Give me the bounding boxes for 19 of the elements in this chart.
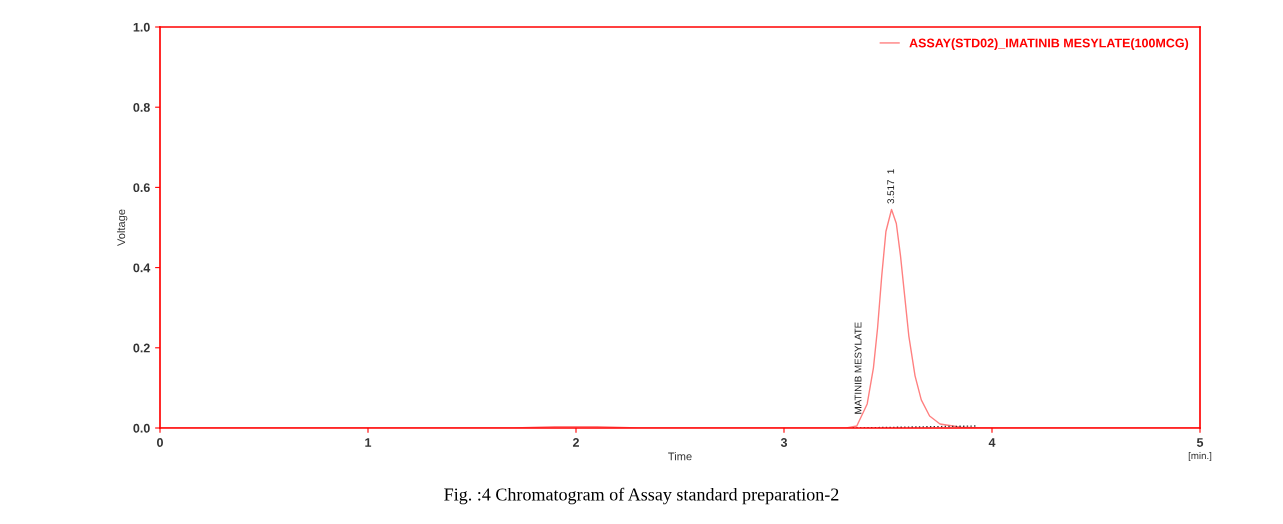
y-tick-label: 1.0 <box>133 22 150 32</box>
x-tick-label: 0 <box>157 438 163 447</box>
y-tick-label: 0.8 <box>133 103 150 112</box>
y-tick-label: 0.4 <box>133 263 151 273</box>
x-tick-label: 5 <box>1196 438 1204 447</box>
y-tick-label: 0.6 <box>133 183 150 193</box>
x-tick-label: 1 <box>365 438 372 447</box>
y-tick-label: 0.2 <box>133 343 150 353</box>
y-tick-label: 0.0 <box>133 423 150 433</box>
x-axis-title: Time <box>668 452 692 461</box>
x-tick-label: 4 <box>988 438 996 447</box>
annotation: MATINIB MESYLATE <box>854 322 862 414</box>
text: Fig. :4 Chromatogram of Assay standard preparation-2 <box>444 487 839 505</box>
legend-label: ASSAY(STD02)_IMATINIB MESYLATE(100MCG) <box>909 38 1189 50</box>
x-tick-label: 3 <box>780 438 788 447</box>
y-axis-title: Voltage <box>116 209 128 246</box>
annotation: 3.517 1 <box>887 169 895 204</box>
x-tick-label: 2 <box>572 438 579 447</box>
text: [min.] <box>1188 452 1212 462</box>
